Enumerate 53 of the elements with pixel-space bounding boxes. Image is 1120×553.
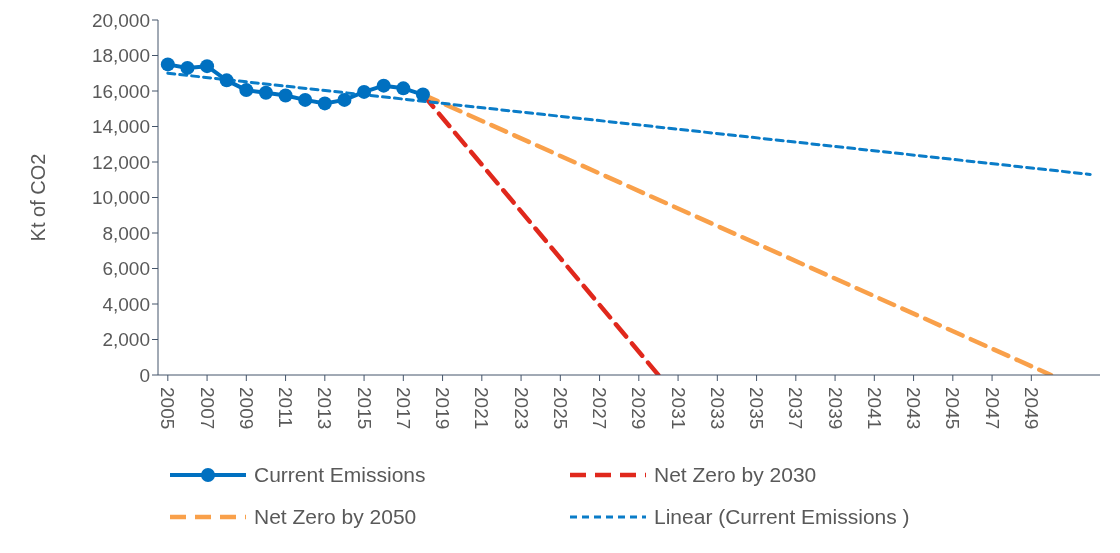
legend-label: Current Emissions xyxy=(254,463,426,487)
x-tick-label: 2035 xyxy=(746,387,768,430)
x-tick-label: 2015 xyxy=(353,387,375,430)
y-tick-label: 16,000 xyxy=(91,80,150,102)
point xyxy=(396,81,411,96)
x-tick-label: 2009 xyxy=(235,387,257,430)
point xyxy=(376,78,391,93)
legend-label: Net Zero by 2030 xyxy=(654,463,817,487)
x-tick-label: 2031 xyxy=(667,387,689,430)
point xyxy=(258,85,273,100)
y-tick-label: 14,000 xyxy=(91,116,150,138)
legend-label: Net Zero by 2050 xyxy=(254,505,417,529)
x-tick-label: 2045 xyxy=(942,387,964,430)
x-tick-label: 2039 xyxy=(824,387,846,430)
x-tick-label: 2007 xyxy=(196,387,218,430)
point xyxy=(298,92,313,107)
x-tick-label: 2049 xyxy=(1020,387,1042,430)
point xyxy=(180,60,195,75)
point xyxy=(337,92,352,107)
x-tick-label: 2027 xyxy=(589,387,611,430)
x-tick-label: 2043 xyxy=(903,387,925,430)
x-tick-label: 2029 xyxy=(628,387,650,430)
x-tick-label: 2041 xyxy=(863,387,885,430)
point xyxy=(278,88,293,103)
point xyxy=(415,87,430,102)
x-tick-label: 2025 xyxy=(549,387,571,430)
point xyxy=(239,83,254,98)
y-tick-label: 10,000 xyxy=(91,187,150,209)
x-tick-label: 2033 xyxy=(706,387,728,430)
y-tick-label: 18,000 xyxy=(91,45,150,67)
x-tick-label: 2047 xyxy=(981,387,1003,430)
point xyxy=(317,96,332,111)
y-tick-label: 2,000 xyxy=(102,329,150,351)
y-tick-label: 6,000 xyxy=(102,258,150,280)
x-tick-label: 2023 xyxy=(510,387,532,430)
x-tick-label: 2021 xyxy=(471,387,493,430)
legend-label: Linear (Current Emissions ) xyxy=(654,505,910,529)
y-tick-label: 0 xyxy=(139,364,150,386)
x-tick-label: 2019 xyxy=(432,387,454,430)
x-tick-label: 2017 xyxy=(392,387,414,430)
y-tick-label: 4,000 xyxy=(102,293,150,315)
point xyxy=(357,84,372,99)
x-tick-label: 2011 xyxy=(275,387,297,428)
x-tick-label: 2037 xyxy=(785,387,807,430)
y-tick-label: 20,000 xyxy=(91,9,150,31)
y-tick-label: 8,000 xyxy=(102,222,150,244)
x-tick-label: 2005 xyxy=(157,387,179,430)
point xyxy=(219,73,234,88)
y-axis-title: Kt of CO2 xyxy=(27,153,50,242)
point xyxy=(160,57,175,72)
x-tick-label: 2013 xyxy=(314,387,336,430)
point xyxy=(200,59,215,74)
y-tick-label: 12,000 xyxy=(91,151,150,173)
